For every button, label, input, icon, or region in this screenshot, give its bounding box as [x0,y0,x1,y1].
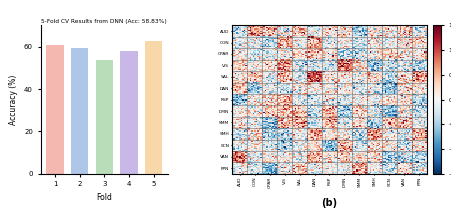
Bar [96,60,113,174]
Title: 5-Fold CV Results from DNN (Acc: 58.83%): 5-Fold CV Results from DNN (Acc: 58.83%) [41,19,167,24]
Bar [120,51,138,174]
Bar [71,48,88,174]
Y-axis label: Accuracy (%): Accuracy (%) [9,74,18,125]
Bar [145,41,162,174]
X-axis label: Fold: Fold [97,193,112,202]
Text: (b): (b) [322,198,337,208]
Bar [46,45,64,174]
